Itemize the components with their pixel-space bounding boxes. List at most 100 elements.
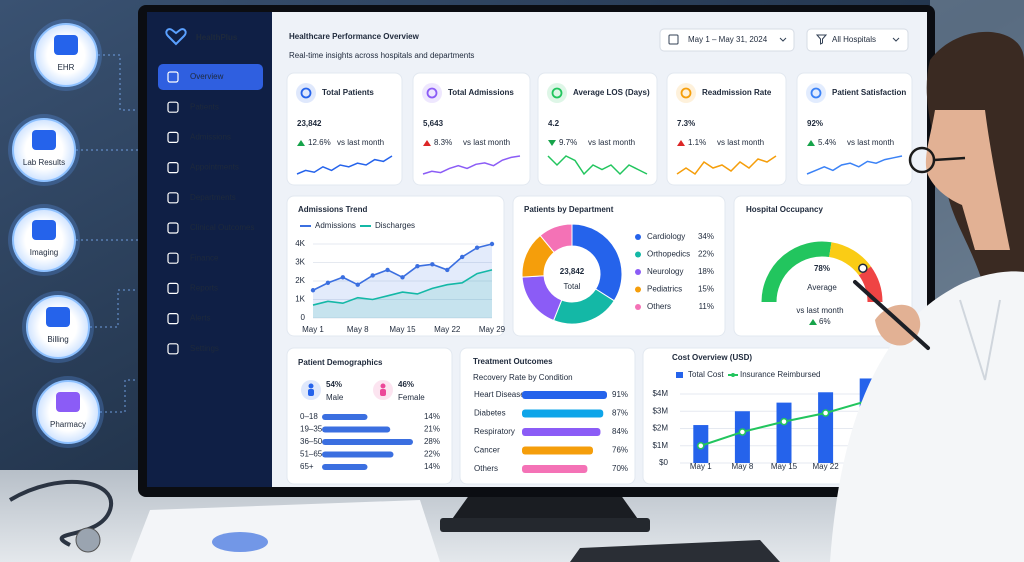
value-label: 22% xyxy=(424,450,440,459)
card xyxy=(286,72,403,186)
area-fill xyxy=(313,244,492,318)
kpi-icon xyxy=(680,87,692,99)
legend-label: Cardiology xyxy=(647,232,685,241)
icon-glyph xyxy=(46,307,70,327)
kpi-icon-bg xyxy=(296,83,316,103)
point xyxy=(780,417,788,426)
point xyxy=(459,254,465,260)
y-category-label: 36–50 xyxy=(300,437,323,446)
dashboard: HealthPlus Overview Patients Admissions Appo… xyxy=(158,28,913,485)
legend-label: Pediatrics xyxy=(647,285,682,294)
card-title: Admissions Trend xyxy=(298,205,367,214)
filter-button[interactable] xyxy=(806,28,909,52)
brand-name: HealthPlus xyxy=(196,33,238,42)
y-tick-label: 3K xyxy=(295,258,305,267)
y-tick-label: $0 xyxy=(659,458,668,467)
y-tick-label: $3M xyxy=(652,406,668,415)
card xyxy=(796,72,913,186)
date-picker[interactable] xyxy=(659,28,795,52)
y-tick-label: $2M xyxy=(652,424,668,433)
legend-dot xyxy=(635,251,641,258)
icon-glyph xyxy=(32,220,56,240)
card xyxy=(412,72,531,186)
sparkline xyxy=(547,155,648,176)
nav-item[interactable]: Reports xyxy=(190,284,218,293)
gender-label: Female xyxy=(398,393,425,402)
sparkline xyxy=(806,155,903,175)
value-label: 70% xyxy=(612,464,628,473)
card-title: Cost Overview (USD) xyxy=(672,353,752,362)
date-range: May 1 – May 31, 2024 xyxy=(688,35,768,44)
kpi-change: 5.4% xyxy=(818,138,836,147)
legend-dot xyxy=(635,234,641,240)
nav-icon xyxy=(167,192,179,204)
icon-label: Pharmacy xyxy=(50,420,86,429)
point xyxy=(821,409,830,417)
nav-item[interactable]: Finance xyxy=(190,253,219,262)
legend-label: Insurance Reimbursed xyxy=(740,370,820,379)
nav-item[interactable]: Settings xyxy=(190,344,219,353)
nav-icon xyxy=(167,131,179,143)
y-tick-label: 1K xyxy=(295,295,305,304)
y-tick-label: $4M xyxy=(652,389,668,398)
point xyxy=(489,241,495,247)
bar xyxy=(522,391,607,399)
gauge-value: 78% xyxy=(814,264,830,273)
kpi-icon xyxy=(551,87,563,99)
gauge-change: 6% xyxy=(819,317,831,326)
kpi-icon-bg xyxy=(422,83,442,103)
card-subtitle: Recovery Rate by Condition xyxy=(473,373,573,382)
y-category-label: 65+ xyxy=(300,462,314,471)
nav-item[interactable]: Alerts xyxy=(190,314,210,323)
value-label: 91% xyxy=(612,390,628,399)
nav-icon xyxy=(167,343,179,355)
sparkline xyxy=(676,155,777,176)
card-title: Patient Demographics xyxy=(298,358,383,367)
y-category-label: Respiratory xyxy=(474,427,515,436)
bar xyxy=(322,439,413,445)
nav-item[interactable]: Overview xyxy=(190,72,224,81)
x-tick-label: May 15 xyxy=(771,462,798,471)
sidebar xyxy=(147,12,272,487)
card xyxy=(286,195,505,337)
card-title: Treatment Outcomes xyxy=(473,357,553,366)
bar xyxy=(734,411,750,463)
x-tick-label: May 8 xyxy=(347,325,369,334)
kpi-icon xyxy=(810,87,822,99)
kpi-value: 5,643 xyxy=(423,119,444,128)
kpi-compare: vs last month xyxy=(337,138,384,147)
gender-value: 54% xyxy=(326,380,342,389)
point xyxy=(738,428,747,436)
nav-item[interactable]: Appointments xyxy=(190,163,239,172)
y-category-label: 0–18 xyxy=(300,412,318,421)
legend-label: Orthopedics xyxy=(647,250,690,259)
gender-icon-head xyxy=(380,383,386,389)
area-fill xyxy=(313,269,492,318)
value-label: 34% xyxy=(698,232,714,241)
trend-arrow xyxy=(677,140,685,146)
nav-item[interactable]: Departments xyxy=(190,193,236,202)
paper-chart xyxy=(212,532,268,552)
card xyxy=(286,347,453,485)
nav-item[interactable]: Admissions xyxy=(190,133,231,142)
trend-arrow xyxy=(807,140,815,146)
bar xyxy=(776,402,792,463)
card-title: Patients by Department xyxy=(524,205,614,214)
y-category-label: Heart Disease xyxy=(474,390,525,399)
keyboard xyxy=(570,540,780,562)
point xyxy=(697,442,705,450)
point xyxy=(430,262,435,267)
value-label: 14% xyxy=(424,412,440,421)
trend-arrow xyxy=(548,140,556,146)
nav-item[interactable]: Clinical Outcomes xyxy=(190,223,254,232)
y-tick-label: $1M xyxy=(652,441,668,450)
point xyxy=(445,267,450,273)
y-category-label: Others xyxy=(474,464,498,473)
gauge-band xyxy=(761,241,832,303)
bar xyxy=(522,465,588,473)
kpi-compare: vs last month xyxy=(588,138,635,147)
value-label: 18% xyxy=(698,267,714,276)
kpi-value: 7.3% xyxy=(677,119,695,128)
nav-item[interactable]: Patients xyxy=(190,102,219,111)
brand-logo xyxy=(165,28,187,46)
